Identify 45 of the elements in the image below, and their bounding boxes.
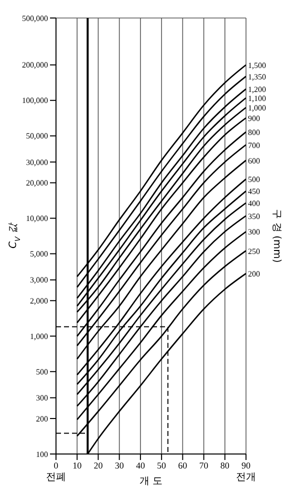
y-tick-label: 5,000 bbox=[30, 250, 48, 259]
series-label: 800 bbox=[248, 128, 260, 137]
x-tick-label: 90 bbox=[242, 460, 251, 470]
y-tick-label: 100,000 bbox=[22, 96, 48, 106]
x-tick-label: 10 bbox=[72, 460, 82, 470]
series-label: 450 bbox=[248, 187, 260, 196]
series-label: 250 bbox=[248, 246, 260, 256]
x-tick-label: 30 bbox=[114, 460, 124, 470]
y-tick-label: 500 bbox=[36, 367, 48, 376]
y2-axis-title: 구 경 (mm) bbox=[271, 209, 282, 263]
text: 전개 bbox=[236, 472, 256, 483]
series-label: 600 bbox=[248, 156, 260, 166]
series-label: 500 bbox=[248, 175, 260, 184]
x-tick-label: 0 bbox=[54, 460, 59, 470]
series-label: 700 bbox=[248, 140, 260, 150]
series-label: 900 bbox=[248, 114, 260, 123]
y-tick-label: 50,000 bbox=[26, 132, 48, 141]
x-tick-label: 40 bbox=[136, 460, 146, 470]
series-label: 1,350 bbox=[248, 72, 266, 82]
y-tick-label: 300 bbox=[36, 394, 48, 403]
series-label: 300 bbox=[248, 228, 260, 237]
x-tick-label: 80 bbox=[220, 460, 230, 470]
x-tick-label: 60 bbox=[178, 460, 188, 470]
series-label: 1,100 bbox=[248, 94, 266, 103]
series-label: 1,500 bbox=[248, 60, 266, 70]
y-tick-label: 200 bbox=[36, 414, 48, 424]
series-label: 200 bbox=[248, 269, 260, 278]
y-tick-label: 3,000 bbox=[30, 276, 48, 285]
text: 전폐 bbox=[46, 472, 66, 483]
y-tick-label: 20,000 bbox=[26, 178, 48, 188]
series-label: 350 bbox=[248, 212, 260, 221]
series-label: 400 bbox=[248, 198, 260, 208]
x-axis-title: 개 도 bbox=[139, 476, 163, 487]
y-tick-label: 2,000 bbox=[30, 296, 48, 306]
x-tick-label: 50 bbox=[157, 460, 167, 470]
y-tick-label: 1,000 bbox=[30, 332, 48, 341]
y-tick-label: 500,000 bbox=[22, 14, 48, 23]
x-tick-label: 20 bbox=[94, 460, 104, 470]
y-tick-label: 100 bbox=[36, 450, 48, 459]
series-label: 1,000 bbox=[248, 104, 266, 113]
y-tick-label: 10,000 bbox=[26, 214, 48, 224]
x-tick-label: 70 bbox=[199, 460, 209, 470]
y-tick-label: 30,000 bbox=[26, 158, 48, 167]
y-tick-label: 200,000 bbox=[22, 60, 48, 70]
series-label: 1,200 bbox=[248, 84, 266, 94]
